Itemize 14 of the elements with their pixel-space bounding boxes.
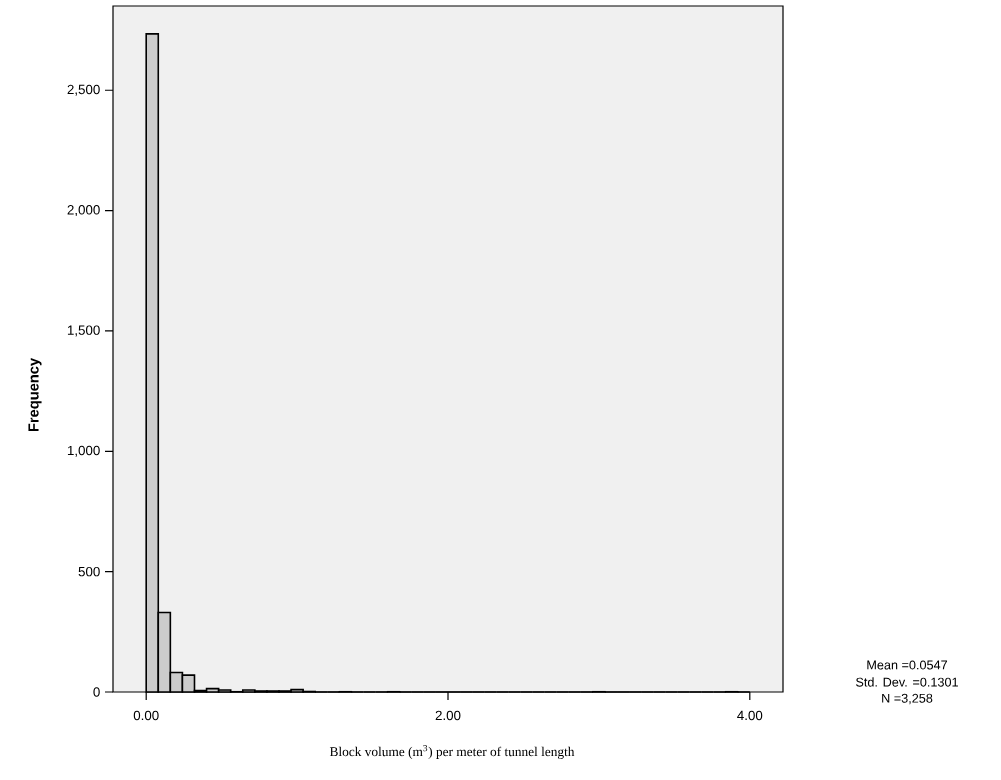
y-tick-label: 2,500 [67,84,100,96]
x-axis-title: Block volume (m$^{3}$) per meter of tunnel length [329,745,575,759]
x-tick-label: 4.00 [737,710,763,721]
y-tick-label: 2,000 [67,205,100,217]
x-tick-label: 0.00 [133,710,159,721]
text: Mean =0.0547 [867,660,948,670]
text: Std. Dev. =0.1301 [856,677,958,687]
text: N =3,258 [882,693,933,705]
y-tick-label: 0 [93,687,100,697]
y-tick-label: 1,000 [67,445,100,457]
y-axis-title: Frequency [28,357,42,432]
y-tick-label: 1,500 [67,325,100,337]
x-tick-label: 2.00 [435,710,461,721]
y-tick-label: 500 [78,566,100,577]
